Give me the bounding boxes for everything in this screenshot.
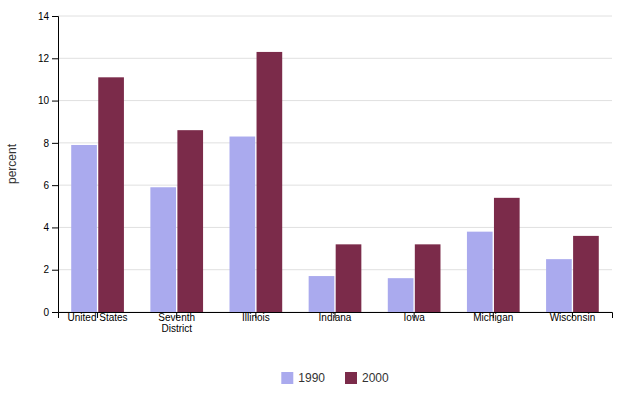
tick-label: Indiana	[319, 312, 352, 323]
tick-label: SeventhDistrict	[158, 312, 195, 334]
tick: Michigan	[473, 312, 513, 323]
grid-line	[58, 16, 612, 17]
tick: Wisconsin	[550, 312, 596, 323]
bar	[257, 52, 283, 312]
tick: SeventhDistrict	[158, 312, 195, 334]
bar	[494, 198, 520, 312]
legend-item: 2000	[345, 371, 389, 385]
legend: 1990 2000	[281, 371, 389, 385]
bar	[388, 278, 414, 312]
tick-label: 4	[43, 222, 49, 233]
tick-label: Wisconsin	[550, 312, 596, 323]
tick-label: 10	[38, 95, 50, 106]
bars	[71, 52, 599, 312]
tick-mark	[52, 270, 58, 271]
grid-line	[58, 185, 612, 186]
plot: 0 2 4 6 8 10 12 14 United States SeventhDistrict I…	[5, 11, 613, 334]
tick: 2	[43, 264, 58, 275]
legend-swatch	[345, 372, 357, 384]
bar	[71, 145, 97, 312]
chart: 0 2 4 6 8 10 12 14 United States SeventhDistrict I…	[0, 0, 628, 398]
tick-mark	[52, 143, 58, 144]
tick: 12	[38, 53, 58, 64]
tick-label: 8	[43, 138, 49, 149]
legend-item: 1990	[281, 371, 325, 385]
tick-label: 14	[38, 11, 50, 22]
bar	[467, 232, 493, 312]
tick-mark	[52, 227, 58, 228]
grid-line	[58, 100, 612, 101]
tick-label: 0	[43, 307, 49, 318]
bar	[546, 259, 572, 312]
grid-line	[58, 269, 612, 270]
tick-label: 12	[38, 53, 50, 64]
tick-mark	[52, 312, 58, 313]
tick: 6	[43, 180, 58, 191]
tick: Iowa	[404, 312, 426, 323]
tick-label: Iowa	[404, 312, 426, 323]
tick-mark	[52, 101, 58, 102]
legend-label: 1990	[298, 371, 325, 385]
bar	[230, 137, 256, 312]
axis-line	[52, 17, 59, 313]
bar	[309, 276, 335, 312]
y-axis: 0 2 4 6 8 10 12 14	[38, 11, 59, 318]
bar-series	[98, 52, 599, 312]
tick-label: 2	[43, 264, 49, 275]
tick: 0	[43, 307, 58, 318]
legend-label: 2000	[362, 371, 389, 385]
tick-label: Illinois	[242, 312, 270, 323]
tick-mark	[52, 185, 58, 186]
bar	[573, 236, 599, 312]
tick: 8	[43, 138, 58, 149]
axis-title: percent	[5, 143, 19, 184]
bar-series	[71, 137, 572, 312]
tick: Indiana	[319, 312, 352, 323]
bar	[150, 187, 176, 312]
tick-label: United States	[68, 312, 128, 323]
tick-label: Michigan	[473, 312, 513, 323]
tick: 14	[38, 11, 58, 22]
tick: 10	[38, 95, 58, 106]
bar	[98, 77, 124, 312]
tick: United States	[68, 312, 128, 323]
bar	[177, 130, 203, 312]
tick-mark	[52, 16, 58, 17]
grid-line	[58, 58, 612, 59]
tick-mark	[52, 58, 58, 59]
x-axis: United States SeventhDistrict Illinois Indi…	[59, 312, 613, 334]
tick: Illinois	[242, 312, 270, 323]
grid-line	[58, 142, 612, 143]
bar	[336, 244, 362, 312]
grid-line	[58, 227, 612, 228]
grid	[58, 16, 612, 312]
tick: 4	[43, 222, 58, 233]
bar	[415, 244, 441, 312]
legend-swatch	[281, 372, 293, 384]
tick-label: 6	[43, 180, 49, 191]
